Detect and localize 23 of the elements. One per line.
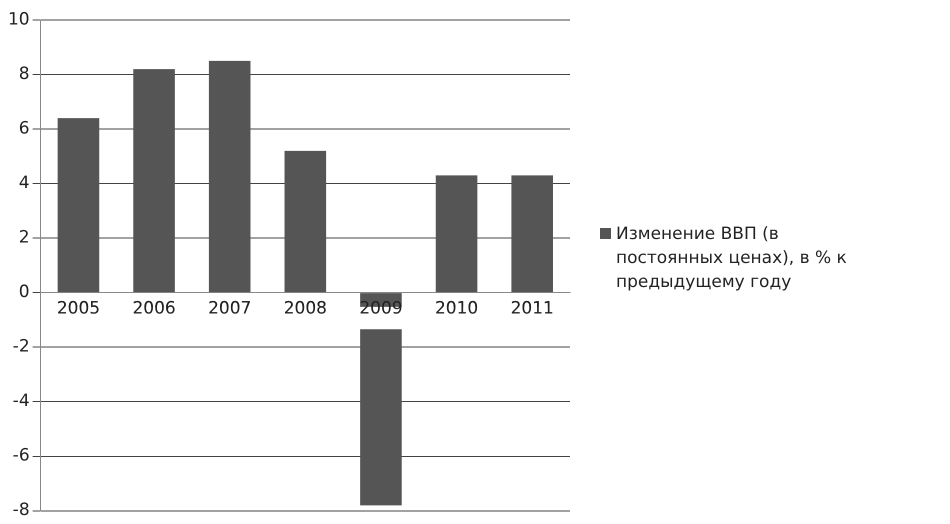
y-tick-label: 10 bbox=[8, 9, 30, 30]
x-tick-label: 2011 bbox=[510, 298, 554, 318]
bar bbox=[58, 118, 100, 292]
y-tick-label: 2 bbox=[18, 228, 30, 248]
x-tick-label: 2005 bbox=[56, 298, 100, 318]
legend-label: Изменение ВВП (в постоянных ценах), в % к предыдущему году bbox=[616, 223, 848, 294]
y-tick-label: 4 bbox=[18, 173, 30, 194]
y-tick-label: -4 bbox=[12, 391, 30, 412]
bar bbox=[511, 175, 553, 292]
bar bbox=[208, 60, 250, 292]
y-tick-label: 8 bbox=[18, 64, 30, 84]
x-tick-label: 2008 bbox=[284, 298, 327, 318]
y-tick-label: -8 bbox=[12, 500, 30, 520]
y-tick-label: -6 bbox=[12, 446, 30, 466]
bar bbox=[284, 150, 326, 292]
y-tick-label: -2 bbox=[12, 336, 30, 357]
x-tick-label: 2007 bbox=[208, 298, 252, 318]
y-tick-label: 0 bbox=[18, 282, 30, 302]
x-tick-label: 2006 bbox=[132, 298, 176, 318]
bar bbox=[436, 175, 478, 292]
bar bbox=[133, 69, 175, 292]
x-tick-label: 2010 bbox=[434, 298, 478, 318]
y-tick-label: 6 bbox=[18, 118, 30, 138]
